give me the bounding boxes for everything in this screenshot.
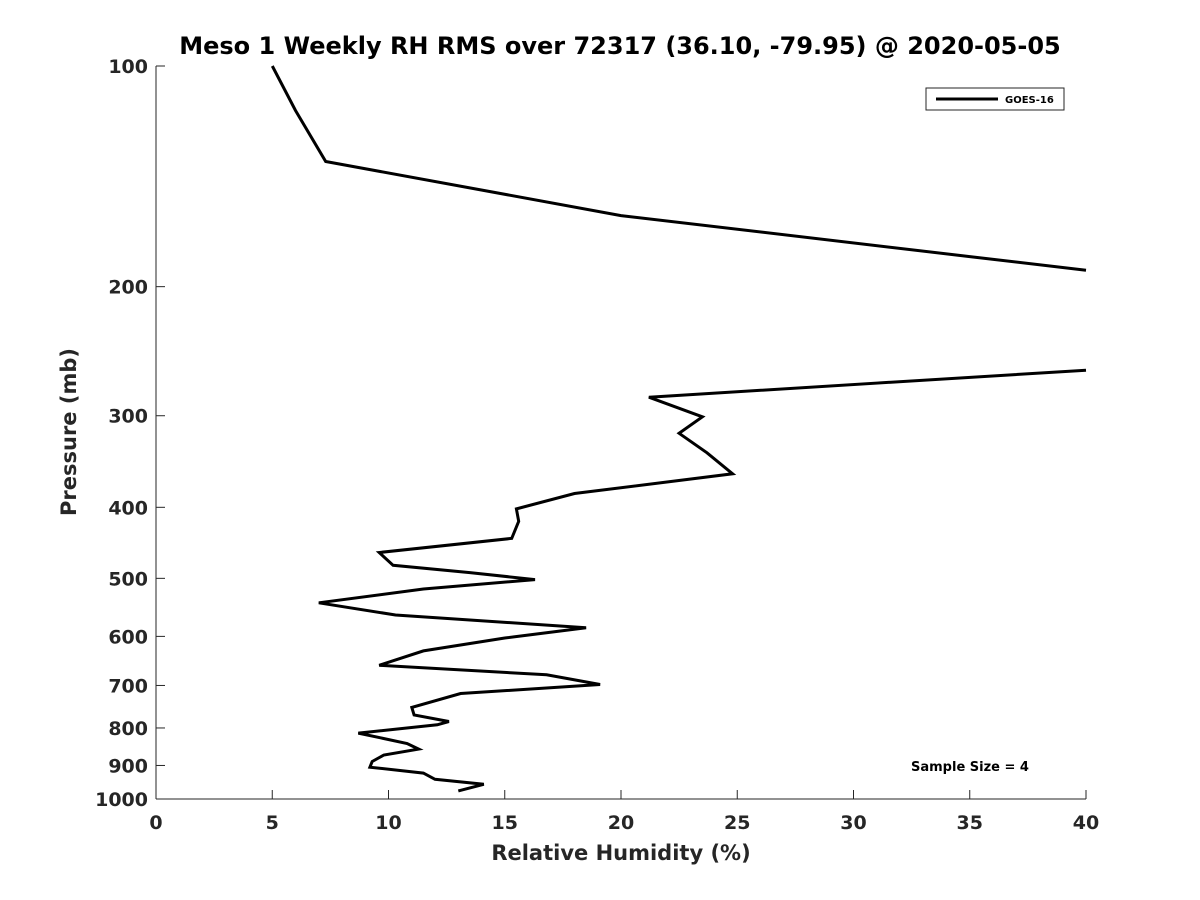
plot-axes (155, 66, 1086, 800)
y-tick-label: 900 (108, 755, 148, 777)
y-axis-label: Pressure (mb) (57, 348, 81, 516)
chart-title: Meso 1 Weekly RH RMS over 72317 (36.10, … (179, 32, 1061, 60)
y-tick-label: 800 (108, 718, 148, 740)
y-tick-label: 200 (108, 277, 148, 299)
x-axis-label: Relative Humidity (%) (491, 841, 750, 865)
x-tick-label: 5 (266, 812, 279, 834)
y-tick-label: 700 (108, 675, 148, 697)
y-tick-label: 300 (108, 406, 148, 428)
x-tick-label: 20 (608, 812, 634, 834)
y-tick-label: 100 (108, 56, 148, 78)
x-tick-label: 0 (149, 812, 162, 834)
x-axis-ticks: 0 5 10 15 20 25 30 35 40 (149, 790, 1099, 834)
y-tick-label: 500 (108, 568, 148, 590)
x-tick-label: 40 (1073, 812, 1099, 834)
y-axis-ticks: 100 200 300 400 500 600 700 800 900 1000 (95, 56, 165, 811)
series-line-goes16-segment-1 (270, 65, 1087, 272)
y-tick-label: 400 (108, 497, 148, 519)
series-layer (270, 65, 1087, 793)
y-tick-label: 1000 (95, 789, 148, 811)
y-tick-label: 600 (108, 626, 148, 648)
legend: GOES-16 (925, 87, 1065, 111)
legend-label-goes16: GOES-16 (1005, 95, 1054, 106)
x-tick-label: 35 (957, 812, 983, 834)
sample-size-annotation: Sample Size = 4 (911, 760, 1029, 775)
x-tick-label: 30 (840, 812, 866, 834)
x-tick-label: 15 (492, 812, 518, 834)
x-tick-label: 10 (375, 812, 401, 834)
x-tick-label: 25 (724, 812, 750, 834)
series-line-goes16-segment-2 (318, 368, 1087, 793)
